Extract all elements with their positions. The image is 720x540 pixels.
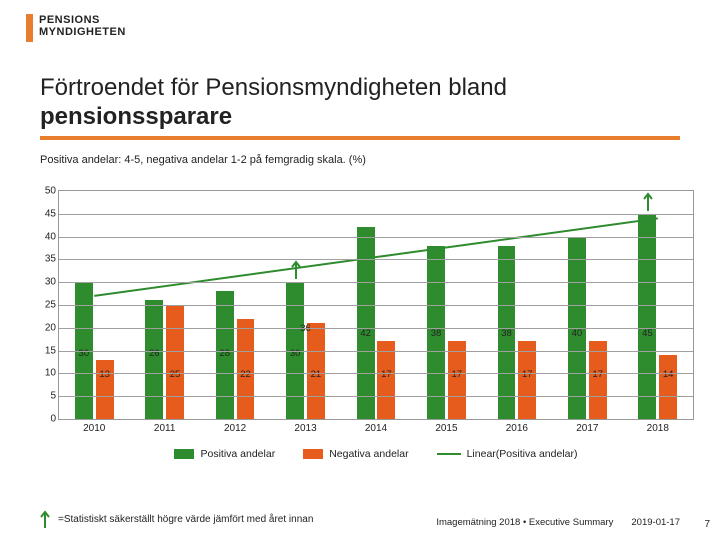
x-category-label: 2017 [576,419,598,434]
x-category-label: 2012 [224,419,246,434]
logo: PENSIONS MYNDIGHETEN [26,14,126,42]
legend-trend: Linear(Positiva andelar) [437,448,578,460]
footer-date: 2019-01-17 [631,517,680,528]
legend-swatch-trend [437,453,461,455]
gridline [59,373,693,374]
legend-swatch-negative [303,449,323,459]
value-label-positive: 38 [501,328,512,339]
page-number: 7 [704,519,710,530]
gridline [59,396,693,397]
footnote: =Statistiskt säkerställt högre värde jäm… [40,510,313,528]
legend-label-trend: Linear(Positiva andelar) [467,448,578,460]
y-tick-label: 25 [35,300,59,311]
legend-swatch-positive [174,449,194,459]
y-tick-label: 20 [35,322,59,333]
subtitle: Positiva andelar: 4-5, negativa andelar … [40,154,366,166]
x-category-label: 2016 [506,419,528,434]
y-tick-label: 15 [35,345,59,356]
chart: 30132625282230213642173817381740174514 0… [30,190,700,460]
x-category-label: 2011 [154,419,176,434]
title-line-1: Förtroendet för Pensionsmyndigheten blan… [40,74,680,103]
gridline [59,237,693,238]
x-category-label: 2018 [647,419,669,434]
footer-right: Imagemätning 2018 • Executive Summary 20… [436,517,680,528]
x-category-label: 2010 [83,419,105,434]
x-category-label: 2013 [294,419,316,434]
legend-label-positive: Positiva andelar [200,448,275,460]
logo-text: PENSIONS MYNDIGHETEN [39,14,126,38]
legend-label-negative: Negativa andelar [329,448,408,460]
stat-sig-arrow-icon [291,259,301,279]
title-line-2: pensionssparare [40,103,680,132]
legend-negative: Negativa andelar [303,448,408,460]
legend: Positiva andelar Negativa andelar Linear… [58,448,694,460]
y-tick-label: 0 [35,414,59,425]
footer-source: Imagemätning 2018 • Executive Summary [436,517,613,528]
gridline [59,328,693,329]
value-label-positive: 38 [431,328,442,339]
y-tick-label: 30 [35,277,59,288]
logo-accent-bar [26,14,33,42]
slide-title: Förtroendet för Pensionsmyndigheten blan… [40,74,680,140]
gridline [59,259,693,260]
value-label-positive: 40 [572,328,583,339]
x-category-label: 2015 [435,419,457,434]
footnote-text: =Statistiskt säkerställt högre värde jäm… [58,514,313,525]
y-tick-label: 10 [35,368,59,379]
y-tick-label: 45 [35,208,59,219]
logo-line1: PENSIONS [39,14,126,26]
x-category-label: 2014 [365,419,387,434]
gridline [59,351,693,352]
y-tick-label: 35 [35,254,59,265]
plot-area: 30132625282230213642173817381740174514 0… [58,190,694,420]
gridline [59,214,693,215]
up-arrow-icon [40,510,50,528]
value-label-positive: 45 [642,328,653,339]
gridline [59,305,693,306]
stat-sig-arrow-icon [643,191,653,211]
y-tick-label: 50 [35,186,59,197]
legend-positive: Positiva andelar [174,448,275,460]
y-tick-label: 40 [35,231,59,242]
slide-root: PENSIONS MYNDIGHETEN Förtroendet för Pen… [0,0,720,540]
gridline [59,282,693,283]
y-tick-label: 5 [35,391,59,402]
value-label-positive: 42 [360,328,371,339]
logo-line2: MYNDIGHETEN [39,26,126,38]
